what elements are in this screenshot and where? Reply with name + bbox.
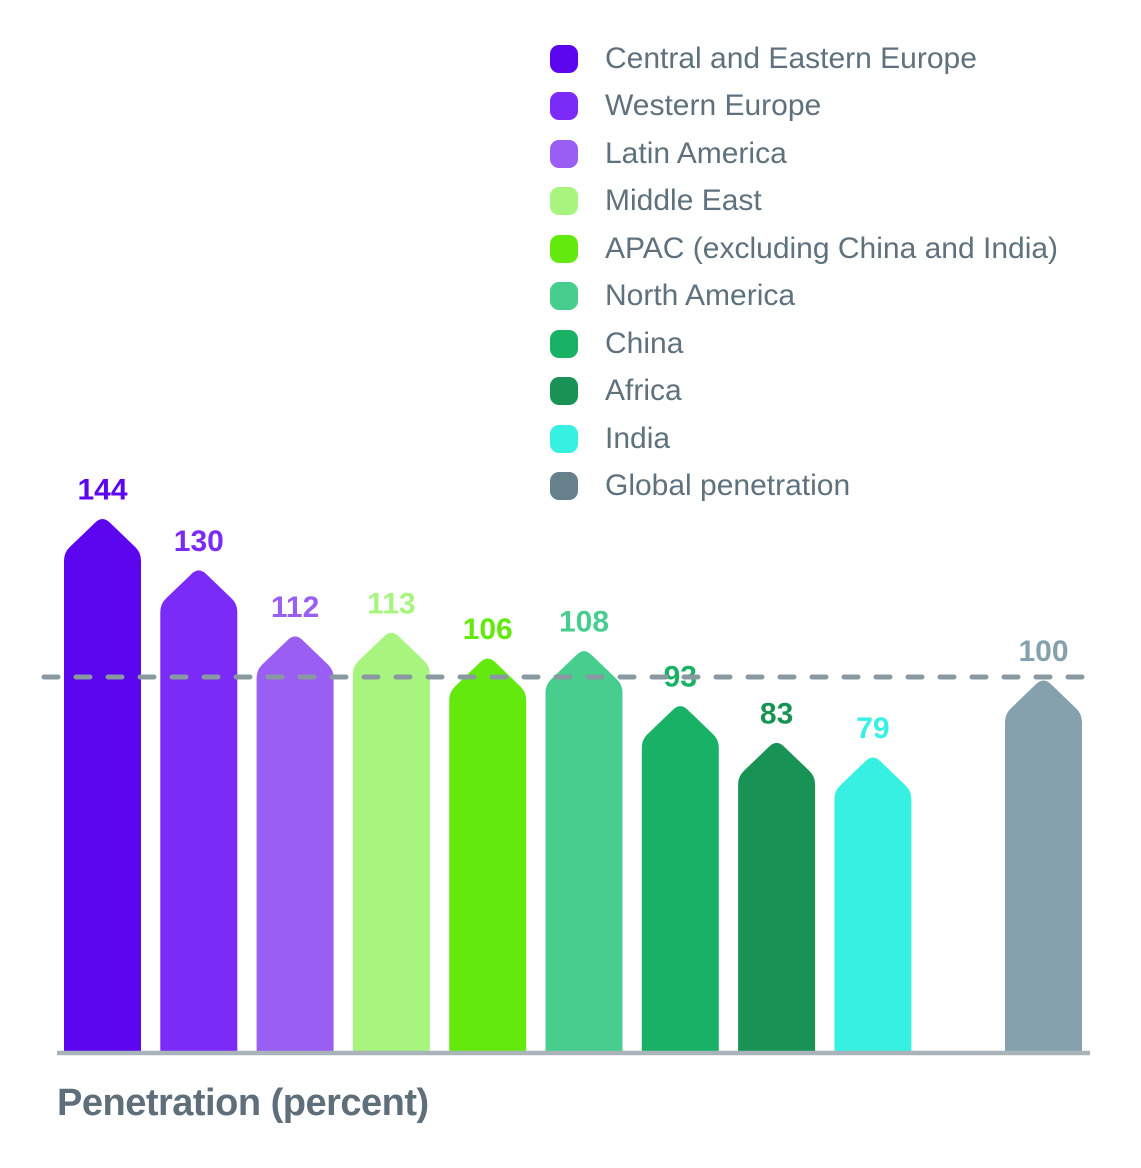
legend-item-north-america: North America: [550, 273, 1058, 321]
legend-swatch-apac-excluding-china-and-india: [550, 234, 578, 263]
value-label-africa: 83: [760, 697, 793, 730]
legend-item-africa: Africa: [550, 368, 1058, 416]
value-label-apac-excluding-china-and-india: 106: [463, 613, 513, 646]
value-label-india: 79: [856, 712, 889, 745]
bar-global-penetration: [1005, 680, 1082, 1051]
bar-latin-america: [256, 636, 334, 1051]
value-label-latin-america: 112: [271, 591, 319, 624]
legend-item-global-penetration: Global penetration: [550, 463, 1058, 511]
value-label-western-europe: 130: [174, 525, 224, 558]
legend-label-middle-east: Middle East: [605, 184, 762, 218]
legend-item-middle-east: Middle East: [550, 178, 1058, 226]
bar-north-america: [545, 651, 623, 1051]
bar-western-europe: [160, 570, 238, 1051]
legend-item-china: China: [550, 320, 1058, 368]
legend-label-western-europe: Western Europe: [605, 89, 822, 123]
chart-legend: Central and Eastern Europe Western Europe…: [550, 35, 1058, 510]
bar-apac-excluding-china-and-india: [449, 658, 527, 1051]
bar-africa: [738, 742, 816, 1051]
legend-label-central-and-eastern-europe: Central and Eastern Europe: [605, 41, 977, 75]
legend-item-western-europe: Western Europe: [550, 83, 1058, 131]
legend-swatch-latin-america: [550, 139, 578, 168]
bar-india: [834, 757, 912, 1051]
bar-middle-east: [352, 632, 430, 1051]
legend-label-global-penetration: Global penetration: [605, 469, 851, 503]
value-label-central-and-eastern-europe: 144: [77, 474, 127, 507]
legend-item-apac-excluding-china-and-india: APAC (excluding China and India): [550, 225, 1058, 273]
legend-label-china: China: [605, 326, 684, 360]
bar-china: [641, 706, 719, 1051]
legend-item-india: India: [550, 415, 1058, 463]
value-label-middle-east: 113: [367, 587, 415, 620]
legend-swatch-north-america: [550, 282, 578, 311]
value-label-global-penetration: 100: [1018, 635, 1068, 668]
legend-label-india: India: [605, 421, 671, 455]
legend-label-latin-america: Latin America: [605, 136, 787, 170]
legend-swatch-global-penetration: [550, 472, 578, 501]
legend-swatch-middle-east: [550, 187, 578, 216]
legend-item-central-and-eastern-europe: Central and Eastern Europe: [550, 35, 1058, 83]
legend-label-north-america: North America: [605, 279, 796, 313]
bar-central-and-eastern-europe: [64, 518, 141, 1051]
legend-item-latin-america: Latin America: [550, 130, 1058, 178]
legend-swatch-india: [550, 424, 578, 453]
legend-swatch-china: [550, 329, 578, 358]
legend-swatch-africa: [550, 377, 578, 406]
legend-label-africa: Africa: [605, 374, 682, 408]
x-axis-title: Penetration (percent): [57, 1082, 429, 1124]
value-label-north-america: 108: [559, 606, 609, 639]
legend-swatch-western-europe: [550, 92, 578, 121]
legend-swatch-central-and-eastern-europe: [550, 44, 578, 73]
legend-label-apac-excluding-china-and-india: APAC (excluding China and India): [605, 231, 1059, 265]
